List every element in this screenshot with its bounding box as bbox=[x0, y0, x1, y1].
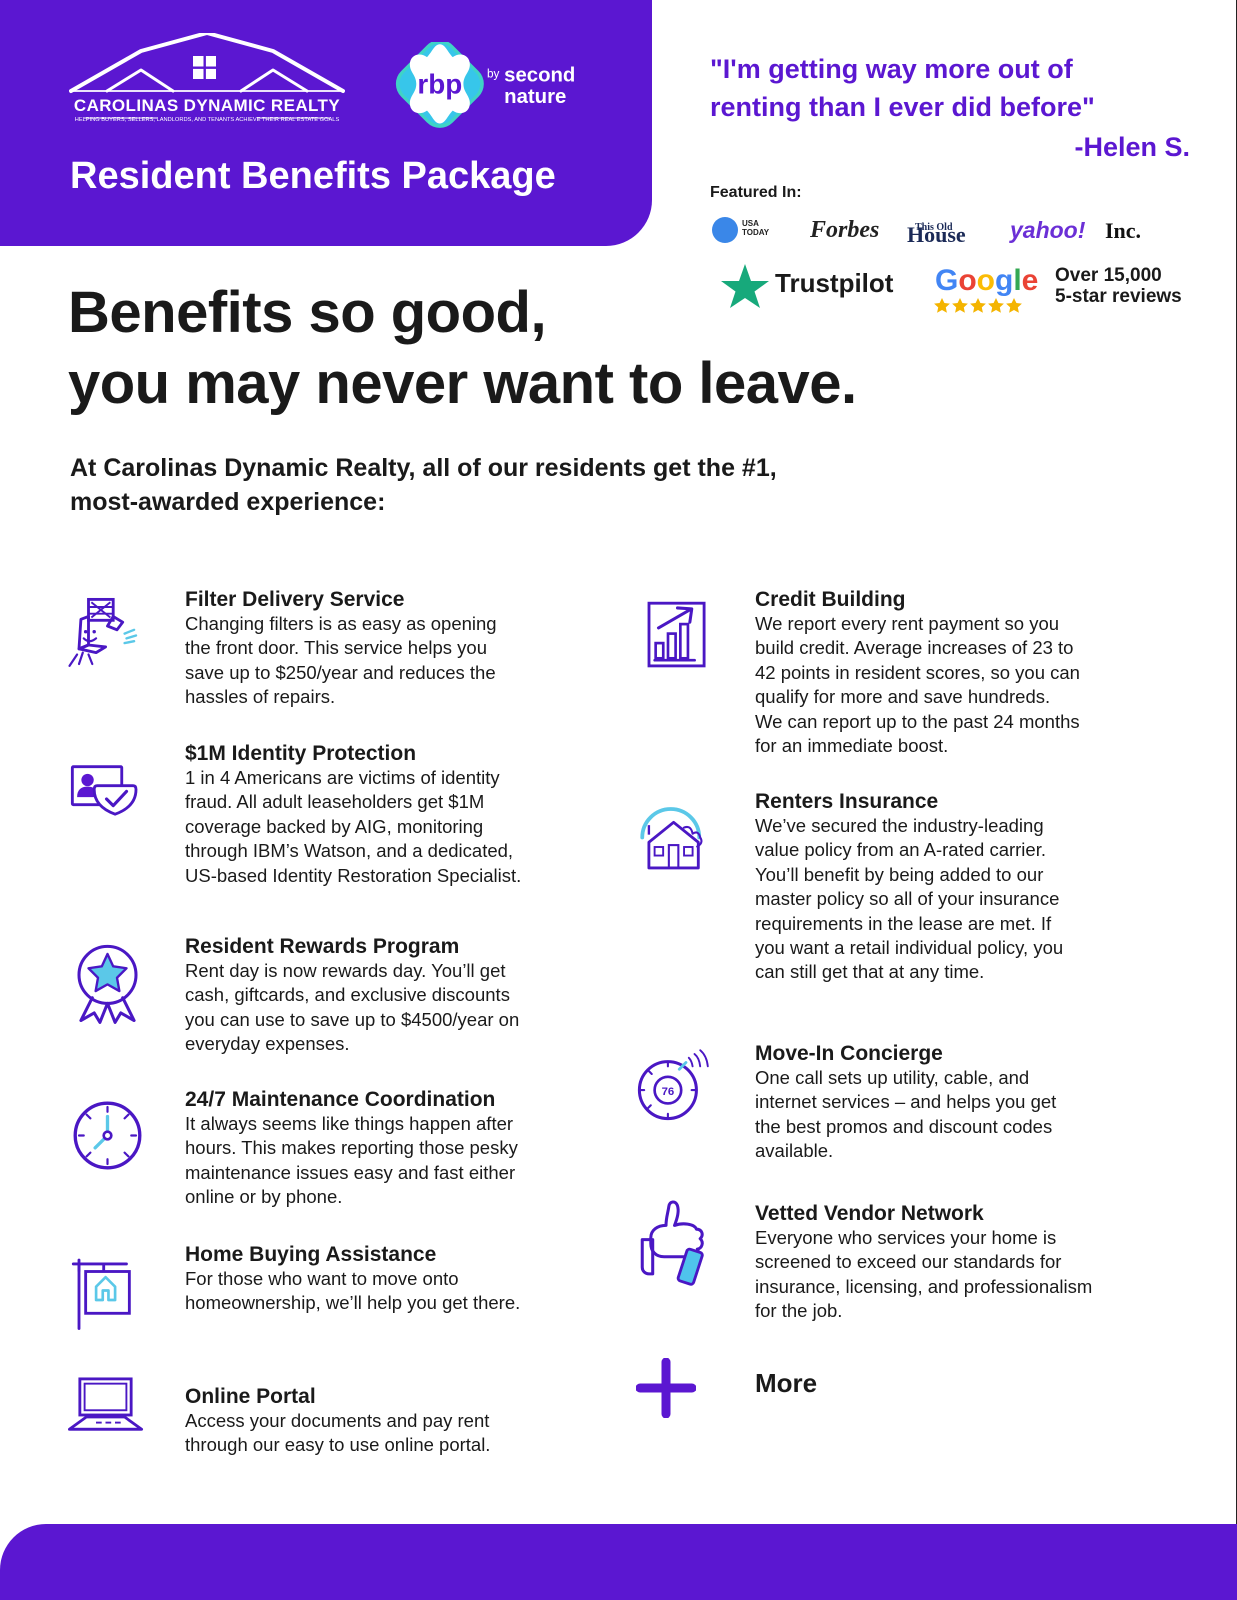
svg-text:76: 76 bbox=[662, 1086, 675, 1098]
svg-text:rbp: rbp bbox=[417, 69, 462, 100]
svg-text:nature: nature bbox=[504, 86, 566, 108]
svg-text:yahoo!: yahoo! bbox=[1009, 217, 1086, 243]
svg-text:CAROLINAS DYNAMIC REALTY: CAROLINAS DYNAMIC REALTY bbox=[74, 96, 340, 115]
svg-text:TODAY: TODAY bbox=[742, 228, 770, 237]
svg-text:HELPING BUYERS, SELLERS, LANDL: HELPING BUYERS, SELLERS, LANDLORDS, AND … bbox=[75, 117, 340, 123]
svg-text:by: by bbox=[487, 67, 500, 80]
svg-text:Forbes: Forbes bbox=[809, 217, 879, 243]
svg-text:second: second bbox=[504, 65, 575, 87]
svg-text:Inc.: Inc. bbox=[1105, 218, 1141, 243]
svg-text:House: House bbox=[907, 222, 966, 247]
svg-text:USA: USA bbox=[742, 219, 759, 228]
